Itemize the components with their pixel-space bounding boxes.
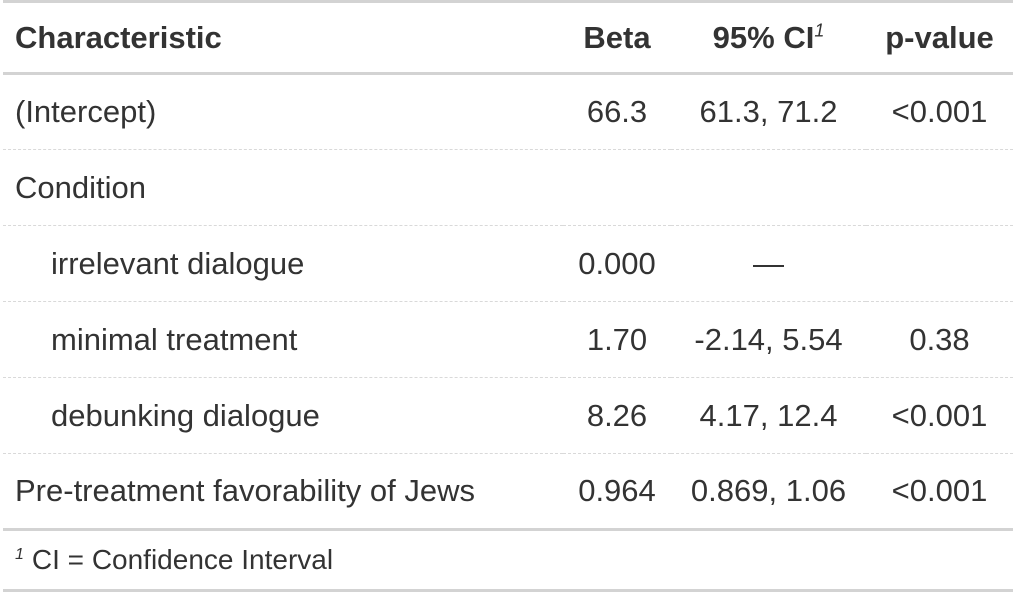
table-row: Pre-treatment favorability of Jews 0.964… (3, 453, 1013, 531)
table-row: (Intercept) 66.3 61.3, 71.2 <0.001 (3, 73, 1013, 150)
header-ci: 95% CI1 (671, 0, 866, 75)
beta-cell: 0.964 (563, 453, 671, 531)
ci-cell (671, 149, 866, 226)
table-footnote: 1 CI = Confidence Interval (15, 544, 333, 576)
header-ci-label: 95% CI (712, 19, 815, 55)
beta-cell: 0.000 (563, 225, 671, 302)
row-label: minimal treatment (3, 301, 563, 378)
row-label: debunking dialogue (3, 377, 563, 454)
pvalue-cell: <0.001 (866, 453, 1013, 531)
ci-cell: 0.869, 1.06 (671, 453, 866, 531)
pvalue-cell: <0.001 (866, 377, 1013, 454)
ci-cell: 61.3, 71.2 (671, 73, 866, 150)
header-beta: Beta (563, 0, 671, 75)
beta-cell (563, 149, 671, 226)
beta-cell: 1.70 (563, 301, 671, 378)
row-label: (Intercept) (3, 73, 563, 150)
ci-cell: 4.17, 12.4 (671, 377, 866, 454)
table-header: Characteristic Beta 95% CI1 p-value (3, 0, 1013, 75)
table-row: debunking dialogue 8.26 4.17, 12.4 <0.00… (3, 377, 1013, 454)
header-row: Characteristic Beta 95% CI1 p-value (3, 0, 1013, 75)
table-body: (Intercept) 66.3 61.3, 71.2 <0.001 Condi… (3, 73, 1013, 531)
bottom-rule (3, 589, 1013, 592)
pvalue-cell: <0.001 (866, 73, 1013, 150)
header-characteristic: Characteristic (3, 0, 563, 75)
table-row: irrelevant dialogue 0.000 — (3, 225, 1013, 302)
ci-cell: — (671, 225, 866, 302)
ci-footnote-mark: 1 (814, 20, 825, 41)
beta-cell: 8.26 (563, 377, 671, 454)
footnote-text: CI = Confidence Interval (31, 544, 334, 575)
header-pvalue: p-value (866, 0, 1013, 75)
row-label: Pre-treatment favorability of Jews (3, 453, 563, 531)
beta-cell: 66.3 (563, 73, 671, 150)
pvalue-cell: 0.38 (866, 301, 1013, 378)
row-label: Condition (3, 149, 563, 226)
table-row: minimal treatment 1.70 -2.14, 5.54 0.38 (3, 301, 1013, 378)
footnote-mark: 1 (15, 545, 24, 563)
pvalue-cell (866, 225, 1013, 302)
regression-table: Characteristic Beta 95% CI1 p-value (Int… (3, 0, 1013, 531)
pvalue-cell (866, 149, 1013, 226)
row-label: irrelevant dialogue (3, 225, 563, 302)
table-row: Condition (3, 149, 1013, 226)
ci-cell: -2.14, 5.54 (671, 301, 866, 378)
